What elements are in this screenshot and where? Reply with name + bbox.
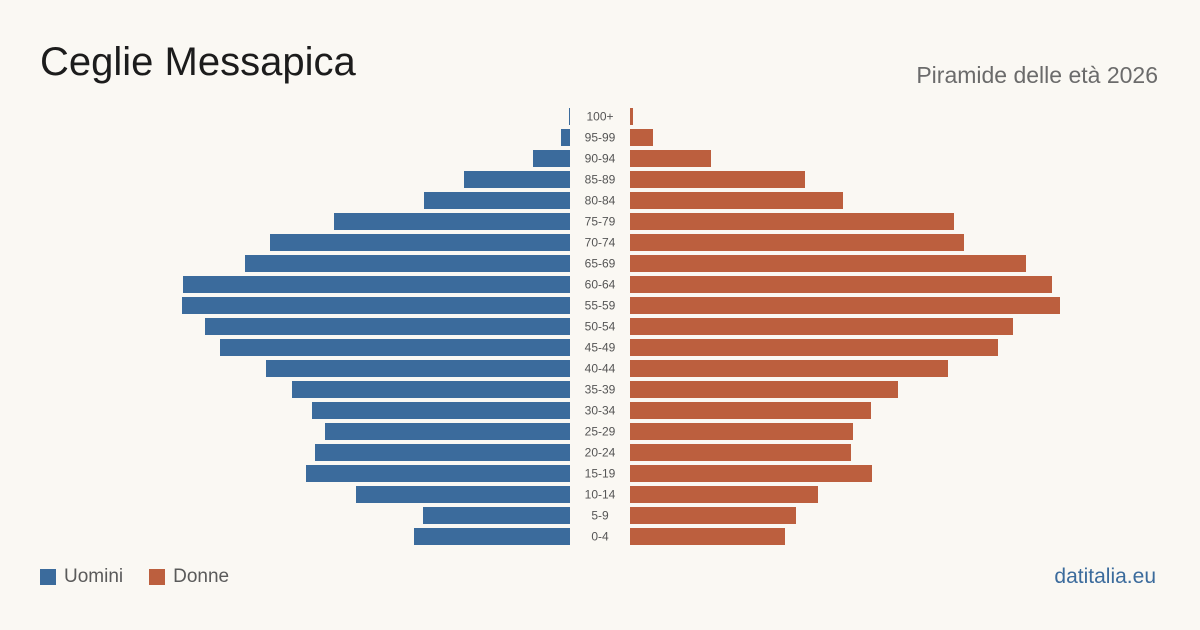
bar-women-20-24 [630, 444, 851, 461]
age-label-15-19: 15-19 [585, 467, 616, 481]
bar-men-55-59 [182, 297, 570, 314]
age-label-55-59: 55-59 [585, 299, 616, 313]
bar-men-75-79 [334, 213, 570, 230]
bar-women-60-64 [630, 276, 1052, 293]
age-label-95-99: 95-99 [585, 131, 616, 145]
bar-men-70-74 [270, 234, 570, 251]
bar-women-75-79 [630, 213, 954, 230]
bar-men-85-89 [464, 171, 570, 188]
bar-women-10-14 [630, 486, 818, 503]
bar-men-60-64 [183, 276, 570, 293]
bar-men-40-44 [266, 360, 570, 377]
bar-men-25-29 [325, 423, 570, 440]
bar-men-95-99 [561, 129, 570, 146]
chart-subtitle: Piramide delle età 2026 [916, 62, 1158, 88]
legend-swatch-men [40, 569, 56, 585]
bar-women-5-9 [630, 507, 796, 524]
age-label-35-39: 35-39 [585, 383, 616, 397]
age-label-20-24: 20-24 [585, 446, 616, 460]
age-label-10-14: 10-14 [585, 488, 616, 502]
bar-women-80-84 [630, 192, 843, 209]
bar-men-0-4 [414, 528, 570, 545]
bar-women-45-49 [630, 339, 998, 356]
bar-men-50-54 [205, 318, 570, 335]
age-label-80-84: 80-84 [585, 194, 616, 208]
bar-women-85-89 [630, 171, 805, 188]
age-label-75-79: 75-79 [585, 215, 616, 229]
bar-men-35-39 [292, 381, 570, 398]
age-label-85-89: 85-89 [585, 173, 616, 187]
page-title: Ceglie Messapica [40, 40, 356, 84]
bar-women-95-99 [630, 129, 653, 146]
legend-item-men: Uomini [40, 566, 123, 588]
bar-women-65-69 [630, 255, 1026, 272]
legend-label-men: Uomini [64, 566, 124, 587]
age-label-25-29: 25-29 [585, 425, 616, 439]
bar-men-5-9 [423, 507, 570, 524]
bar-men-100+ [569, 108, 570, 125]
bar-women-100+ [630, 108, 633, 125]
bar-women-50-54 [630, 318, 1013, 335]
age-label-50-54: 50-54 [585, 320, 616, 334]
bar-women-25-29 [630, 423, 853, 440]
age-label-60-64: 60-64 [585, 278, 616, 292]
bar-women-40-44 [630, 360, 948, 377]
bar-men-15-19 [306, 465, 570, 482]
age-label-30-34: 30-34 [585, 404, 616, 418]
bar-men-90-94 [533, 150, 570, 167]
bar-men-30-34 [312, 402, 570, 419]
age-label-65-69: 65-69 [585, 257, 616, 271]
legend-swatch-women [149, 569, 166, 585]
bar-women-55-59 [630, 297, 1060, 314]
age-label-40-44: 40-44 [585, 362, 616, 376]
age-label-90-94: 90-94 [585, 152, 616, 166]
bar-women-30-34 [630, 402, 871, 419]
age-label-5-9: 5-9 [591, 509, 609, 523]
legend-item-women: Donne [149, 566, 229, 588]
bar-women-0-4 [630, 528, 785, 545]
age-label-45-49: 45-49 [585, 341, 616, 355]
age-label-70-74: 70-74 [585, 236, 616, 250]
legend: Uomini Donne [40, 566, 255, 588]
bar-women-15-19 [630, 465, 872, 482]
bar-men-10-14 [356, 486, 570, 503]
bar-men-20-24 [315, 444, 570, 461]
bar-women-70-74 [630, 234, 964, 251]
bar-women-90-94 [630, 150, 711, 167]
age-label-0-4: 0-4 [591, 530, 609, 544]
legend-label-women: Donne [173, 566, 230, 587]
bar-men-45-49 [220, 339, 570, 356]
bar-men-65-69 [245, 255, 570, 272]
bar-women-35-39 [630, 381, 898, 398]
age-label-100+: 100+ [586, 110, 613, 124]
bar-men-80-84 [424, 192, 570, 209]
source-link[interactable]: datitalia.eu [1054, 565, 1156, 588]
